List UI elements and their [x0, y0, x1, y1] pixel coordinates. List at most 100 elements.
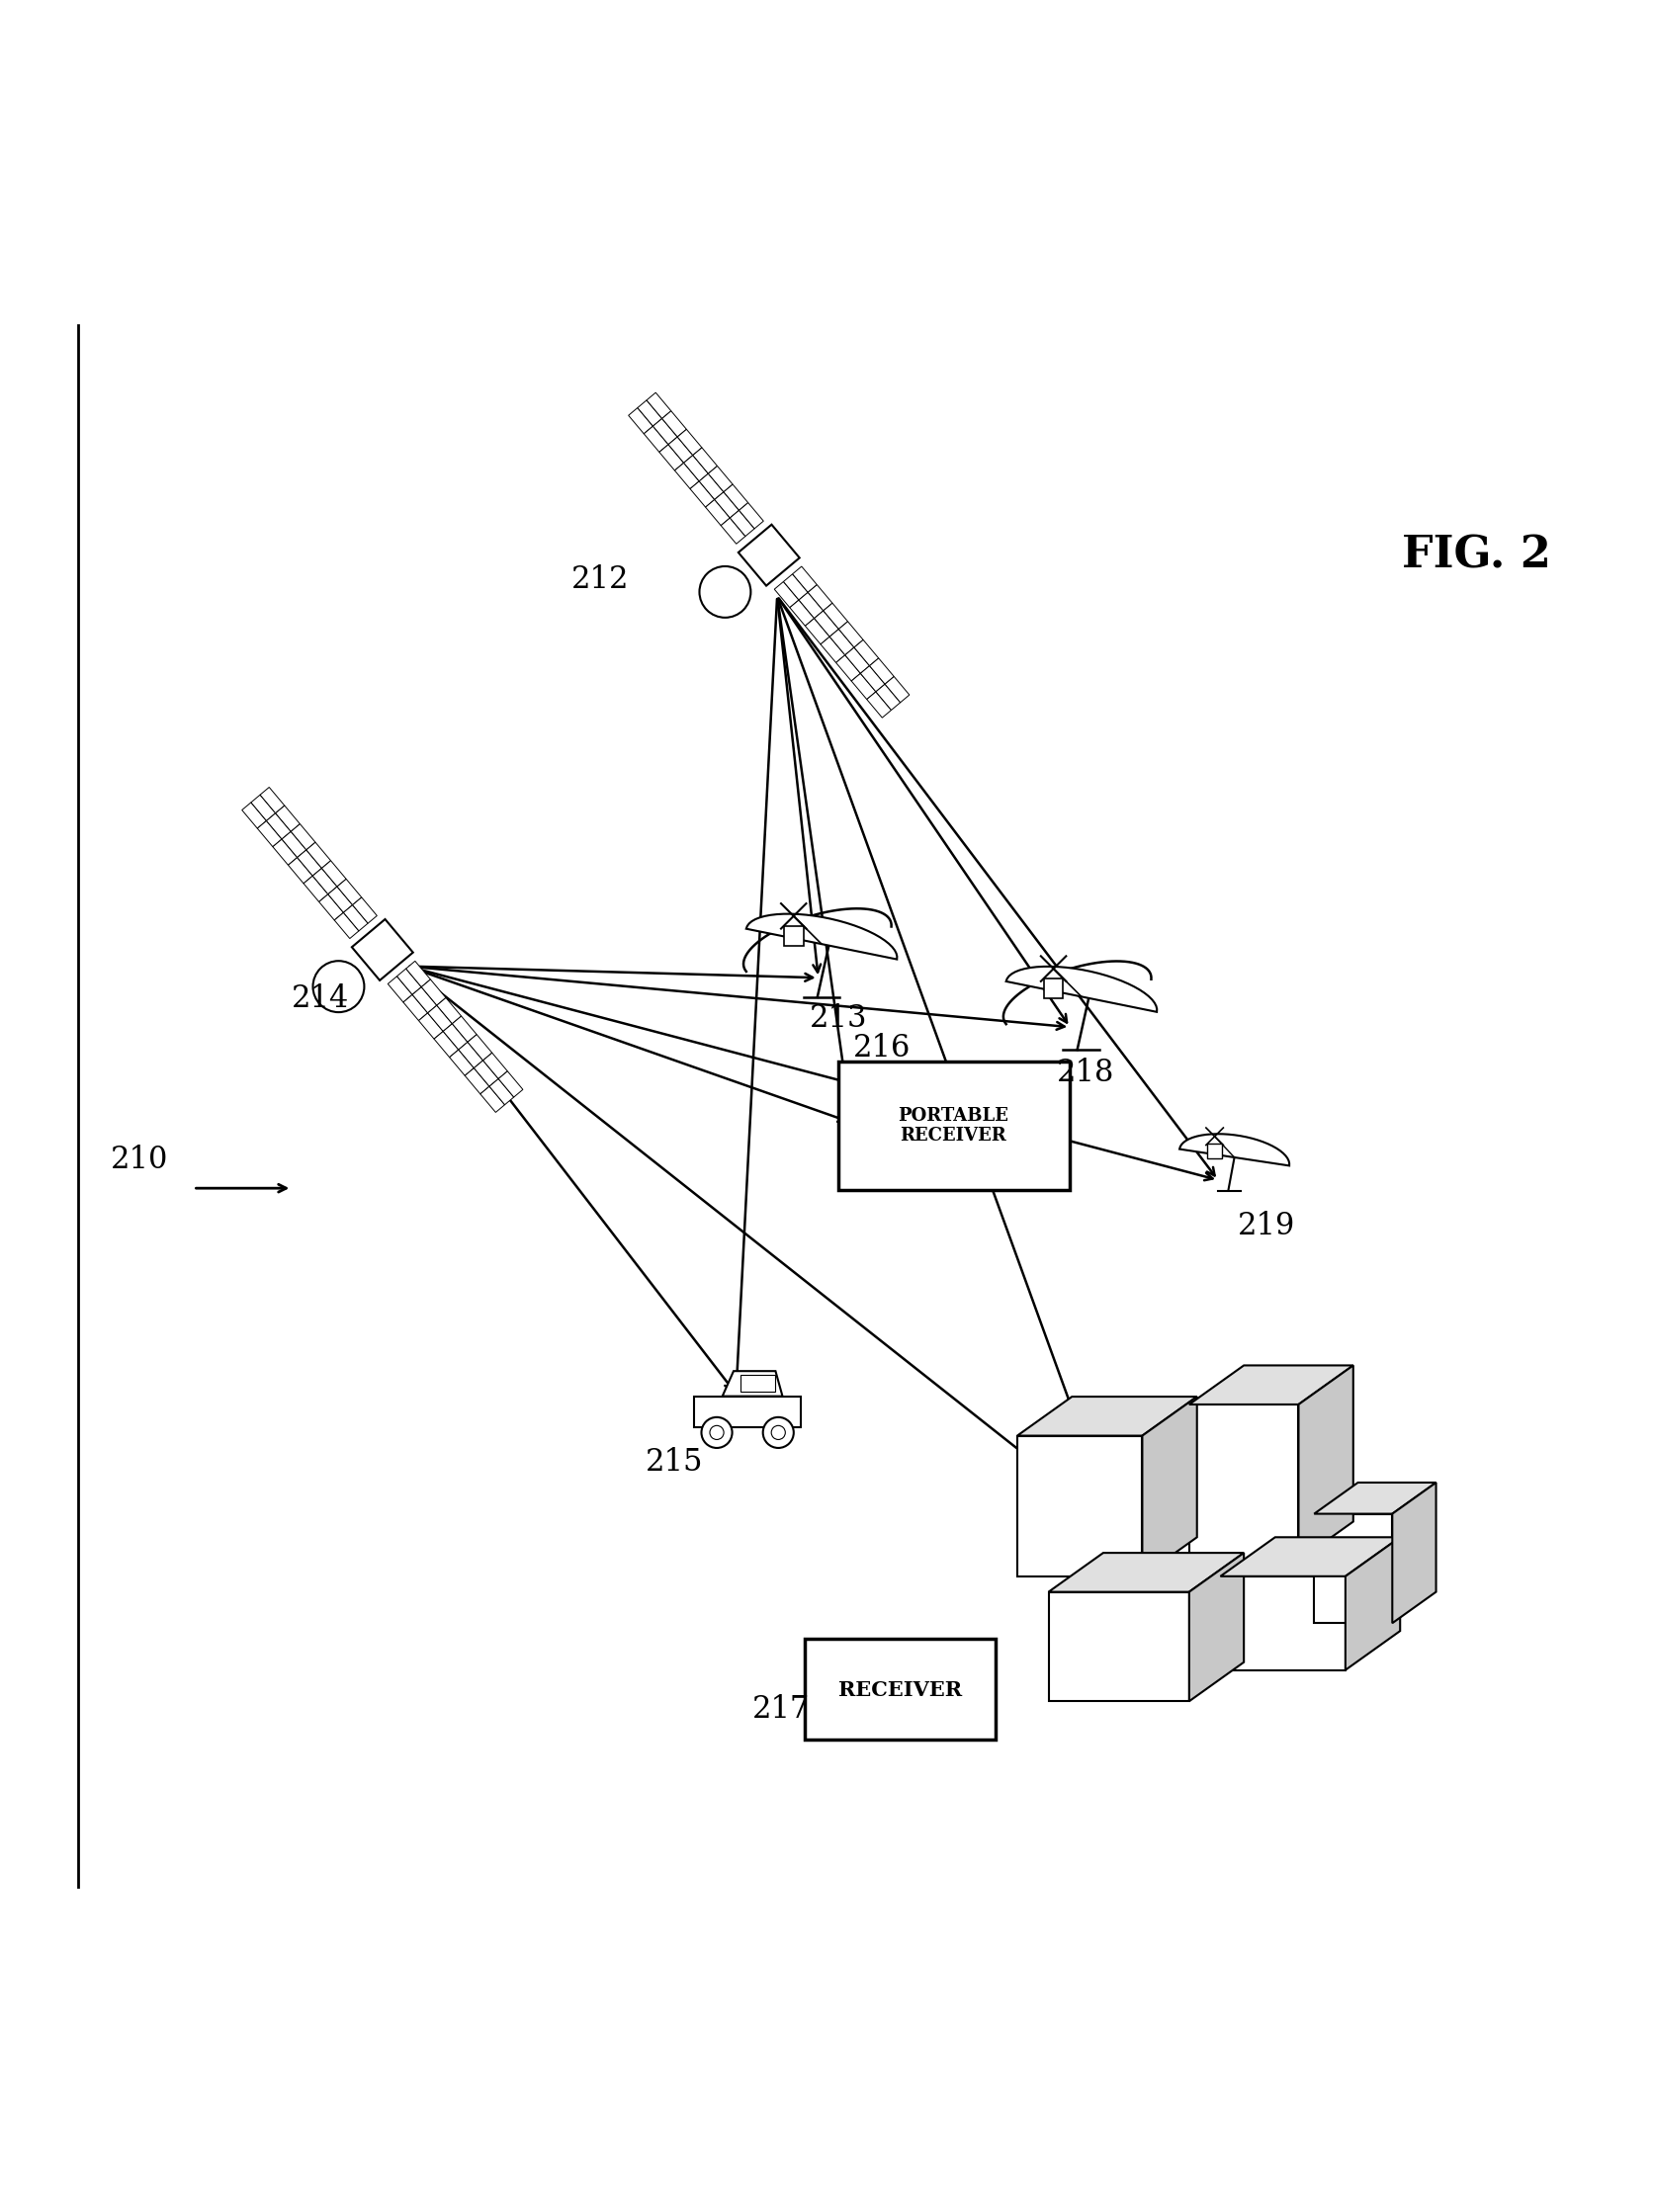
Polygon shape	[645, 427, 668, 451]
Polygon shape	[628, 407, 653, 434]
Polygon shape	[1314, 1513, 1392, 1624]
Polygon shape	[1017, 1396, 1197, 1436]
Polygon shape	[866, 692, 891, 717]
Polygon shape	[1189, 1553, 1243, 1701]
Polygon shape	[499, 1071, 522, 1097]
Polygon shape	[808, 584, 833, 611]
Polygon shape	[876, 684, 901, 710]
Polygon shape	[660, 445, 684, 471]
Polygon shape	[1220, 1537, 1400, 1577]
Polygon shape	[453, 1015, 476, 1042]
Polygon shape	[674, 462, 699, 489]
Polygon shape	[838, 622, 863, 648]
Polygon shape	[397, 969, 422, 995]
FancyBboxPatch shape	[805, 1639, 995, 1739]
Polygon shape	[689, 482, 714, 507]
Polygon shape	[352, 898, 377, 922]
Polygon shape	[836, 655, 861, 681]
Polygon shape	[288, 858, 312, 883]
Polygon shape	[322, 860, 345, 887]
Text: 219: 219	[1238, 1210, 1296, 1241]
Polygon shape	[407, 960, 430, 987]
Polygon shape	[412, 987, 436, 1013]
Polygon shape	[319, 894, 344, 920]
Polygon shape	[468, 1035, 493, 1060]
Polygon shape	[260, 787, 284, 814]
Polygon shape	[706, 500, 731, 526]
Text: 210: 210	[111, 1146, 169, 1175]
Polygon shape	[436, 998, 461, 1024]
Circle shape	[312, 960, 364, 1013]
Polygon shape	[638, 400, 661, 427]
Polygon shape	[304, 876, 327, 902]
Polygon shape	[464, 1068, 489, 1095]
Bar	[741, 1376, 775, 1391]
Text: 212: 212	[572, 564, 630, 595]
Polygon shape	[855, 639, 879, 666]
Text: 216: 216	[853, 1033, 911, 1064]
Polygon shape	[1048, 1593, 1189, 1701]
Bar	[784, 927, 803, 945]
Polygon shape	[830, 628, 855, 655]
Polygon shape	[337, 878, 362, 905]
Polygon shape	[798, 593, 823, 619]
Polygon shape	[792, 566, 817, 593]
Polygon shape	[815, 611, 838, 637]
Polygon shape	[428, 1006, 453, 1031]
Polygon shape	[739, 524, 800, 586]
Polygon shape	[722, 1371, 782, 1396]
Polygon shape	[653, 418, 678, 445]
Text: PORTABLE
RECEIVER: PORTABLE RECEIVER	[898, 1106, 1008, 1146]
Text: 218: 218	[1056, 1057, 1114, 1088]
Polygon shape	[273, 838, 298, 865]
Polygon shape	[805, 619, 830, 644]
Polygon shape	[418, 1013, 443, 1040]
Polygon shape	[312, 869, 337, 894]
Polygon shape	[739, 502, 764, 529]
Bar	[1043, 978, 1063, 998]
Polygon shape	[731, 511, 754, 535]
Polygon shape	[474, 1060, 499, 1086]
Circle shape	[701, 1418, 732, 1449]
Polygon shape	[823, 604, 848, 628]
Polygon shape	[1142, 1396, 1197, 1577]
Polygon shape	[435, 1031, 458, 1057]
Text: FIG. 2: FIG. 2	[1402, 533, 1551, 577]
Text: 215: 215	[646, 1447, 704, 1478]
Text: 213: 213	[810, 1004, 868, 1033]
Polygon shape	[443, 1024, 468, 1051]
Polygon shape	[483, 1053, 507, 1079]
Polygon shape	[258, 821, 281, 847]
Polygon shape	[1346, 1537, 1400, 1670]
Polygon shape	[646, 392, 671, 418]
Polygon shape	[861, 666, 884, 692]
Polygon shape	[291, 823, 316, 849]
Polygon shape	[820, 637, 845, 664]
Polygon shape	[845, 648, 869, 672]
Polygon shape	[746, 914, 898, 960]
Polygon shape	[661, 411, 686, 438]
Polygon shape	[784, 575, 808, 599]
Polygon shape	[693, 447, 717, 473]
Polygon shape	[668, 438, 693, 462]
Polygon shape	[1189, 1365, 1354, 1405]
Polygon shape	[458, 1042, 483, 1068]
Polygon shape	[481, 1086, 504, 1113]
Bar	[1207, 1144, 1222, 1159]
Polygon shape	[1299, 1365, 1354, 1562]
Polygon shape	[724, 484, 749, 511]
Polygon shape	[1392, 1482, 1436, 1624]
Polygon shape	[721, 518, 746, 544]
Polygon shape	[388, 975, 412, 1002]
Text: 217: 217	[752, 1694, 810, 1725]
Text: RECEIVER: RECEIVER	[838, 1679, 962, 1699]
Polygon shape	[884, 677, 909, 703]
Polygon shape	[774, 582, 798, 608]
Polygon shape	[281, 832, 306, 858]
Polygon shape	[851, 672, 876, 699]
Polygon shape	[790, 599, 815, 626]
Polygon shape	[298, 849, 322, 876]
Polygon shape	[1189, 1405, 1299, 1562]
Polygon shape	[352, 920, 413, 980]
Polygon shape	[276, 805, 299, 832]
